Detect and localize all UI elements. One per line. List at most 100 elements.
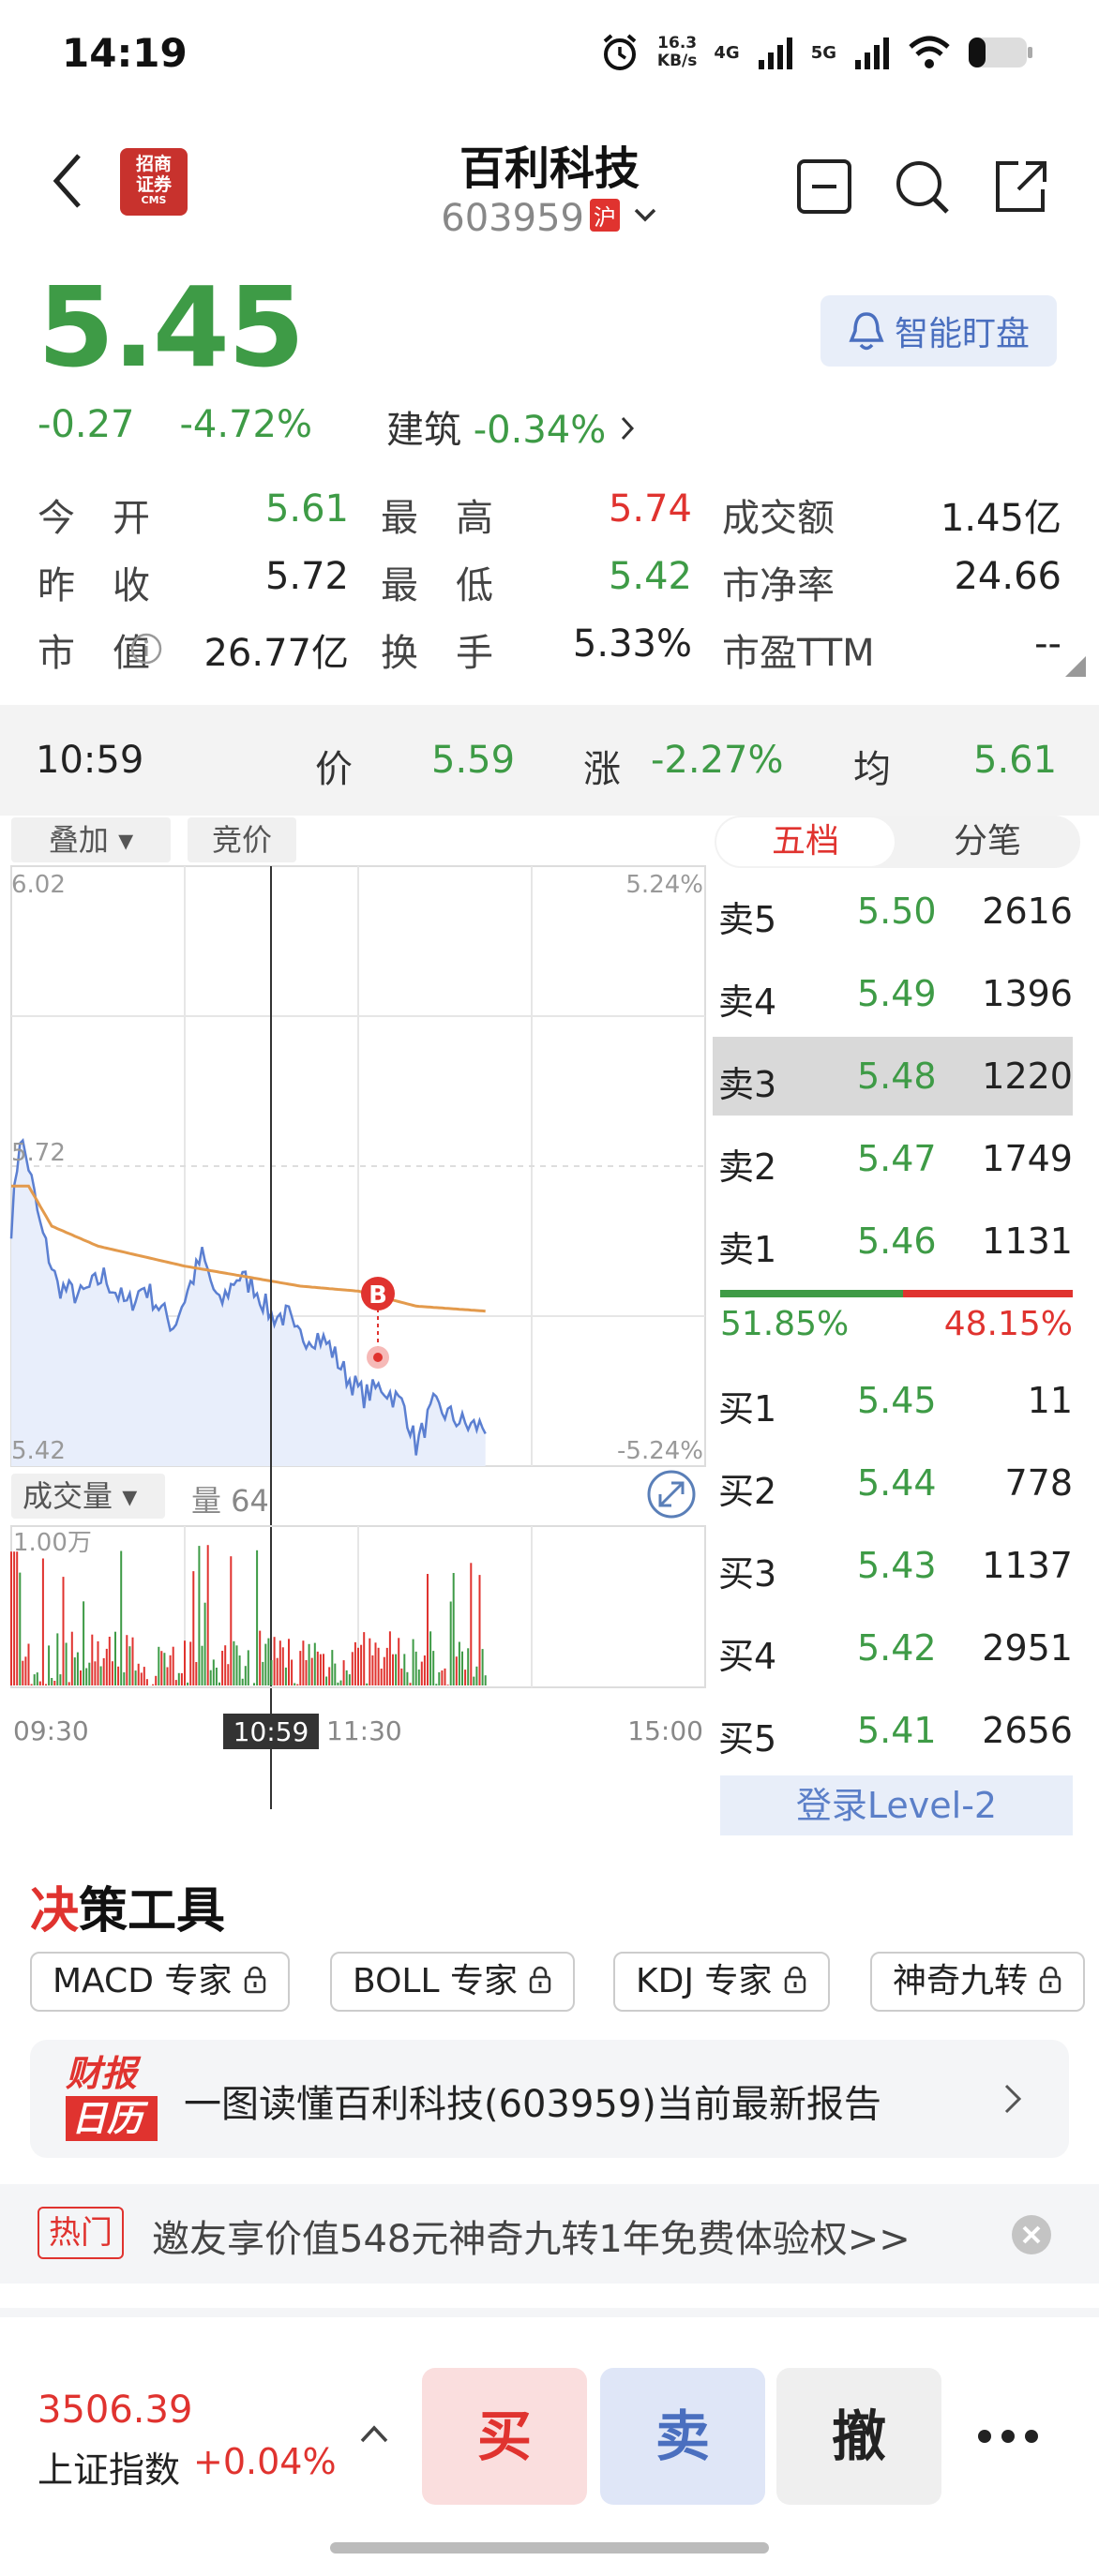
expand-corner-icon[interactable] xyxy=(1065,656,1086,677)
buy-button[interactable]: 买 xyxy=(422,2368,587,2505)
x-axis-cursor: 10:59 xyxy=(233,1716,309,1747)
stat-value: 1.45亿 xyxy=(940,497,1061,540)
ask-row[interactable]: 卖2 5.47 1749 xyxy=(713,1119,1073,1198)
ask-row[interactable]: 卖1 5.46 1131 xyxy=(713,1202,1073,1281)
bid-label: 买3 xyxy=(718,1553,777,1595)
price-line xyxy=(9,1138,487,1456)
tool-chip[interactable]: MACD 专家 xyxy=(30,1952,290,2012)
stat-value: 5.72 xyxy=(264,555,349,598)
bid-row[interactable]: 买4 5.42 2951 xyxy=(713,1609,1073,1687)
tool-chip-label: 神奇九转 xyxy=(893,1962,1029,2000)
buy-sell-ratio-bar xyxy=(720,1290,1073,1297)
stat-label: 市盈TTM xyxy=(722,632,875,675)
stat-label: 昨收 xyxy=(38,564,188,607)
overlay-button[interactable]: 叠加 ▾ xyxy=(11,817,171,862)
bid-row[interactable]: 买1 5.45 11 xyxy=(713,1361,1073,1440)
stat-label: 最高 xyxy=(381,497,531,540)
current-price: 5.45 xyxy=(38,262,305,392)
volume-readout: 量 64 xyxy=(191,1483,269,1519)
chart-canvas[interactable]: B 6.02 5.72 5.42 5.24% -5.24% 1.00万 09:3… xyxy=(0,816,713,1847)
smart-watch-button[interactable]: 智能盯盘 xyxy=(820,295,1057,367)
ask-row[interactable]: 卖3 5.48 1220 xyxy=(713,1037,1073,1116)
ask-row[interactable]: 卖4 5.49 1396 xyxy=(713,954,1073,1033)
tool-chip-label: MACD 专家 xyxy=(53,1962,233,2000)
bid-label: 买5 xyxy=(718,1718,777,1760)
back-button[interactable] xyxy=(45,148,92,214)
info-icon[interactable] xyxy=(129,632,163,666)
ask-label: 卖1 xyxy=(718,1229,777,1270)
share-icon[interactable] xyxy=(990,157,1048,216)
bid-row[interactable]: 买3 5.43 1137 xyxy=(713,1526,1073,1605)
minimize-icon[interactable] xyxy=(795,157,853,216)
y-axis-mid: 5.72 xyxy=(11,1139,66,1167)
bid-price: 5.43 xyxy=(857,1545,937,1586)
bid-row[interactable]: 买2 5.44 778 xyxy=(713,1444,1073,1522)
avg-price-line xyxy=(11,1184,486,1313)
tool-chip[interactable]: KDJ 专家 xyxy=(613,1952,830,2012)
cancel-order-button[interactable]: 撤 xyxy=(776,2368,941,2505)
stat-value: 5.33% xyxy=(572,622,692,666)
report-card[interactable]: 财报 日历 一图读懂百利科技(603959)当前最新报告 xyxy=(30,2040,1069,2158)
ask-row[interactable]: 卖5 5.50 2616 xyxy=(713,872,1073,951)
broker-logo: 招商 证券 CMS xyxy=(120,148,188,216)
sell-button[interactable]: 卖 xyxy=(600,2368,765,2505)
close-icon[interactable] xyxy=(1011,2214,1052,2255)
home-indicator[interactable] xyxy=(330,2542,769,2554)
intraday-chart[interactable]: 叠加 ▾ 竞价 B 6.02 5.72 5.42 5.24% -5.24% 1.… xyxy=(0,816,713,1847)
sector-link[interactable]: 建筑 -0.34% xyxy=(386,399,637,454)
order-book: 五档 分笔 卖5 5.50 2616 卖4 5.49 1396 卖3 5.48 1220 卖2 5.… xyxy=(713,816,1099,1856)
smart-watch-label: 智能盯盘 xyxy=(894,315,1030,353)
ask-price: 5.47 xyxy=(857,1138,937,1179)
volume-indicator-button[interactable]: 成交量 ▾ xyxy=(11,1474,165,1519)
hot-tag: 热门 xyxy=(38,2207,124,2259)
tools-title-first: 决 xyxy=(30,1883,80,1939)
x-axis-end: 15:00 xyxy=(627,1715,703,1746)
bid-row[interactable]: 买5 5.41 2656 xyxy=(713,1691,1073,1770)
wifi-icon xyxy=(909,36,950,68)
stat-label: 市值 xyxy=(38,632,188,675)
more-icon[interactable] xyxy=(975,2422,1041,2450)
tab-tick[interactable]: 分笔 xyxy=(953,822,1021,861)
crosshair-change: -2.27% xyxy=(651,739,784,782)
stat-label: 最低 xyxy=(381,564,531,607)
change-row: -0.27 -4.72% xyxy=(38,403,357,446)
tools-title-rest: 策工具 xyxy=(79,1883,226,1939)
battery-icon xyxy=(969,37,1032,67)
network-4g: 4G xyxy=(714,42,740,63)
buy-marker[interactable] xyxy=(361,1277,395,1310)
stat-label: 市净率 xyxy=(722,564,835,607)
bid-price: 5.41 xyxy=(857,1710,937,1751)
avg-label: 均 xyxy=(853,748,891,791)
level2-login-button[interactable]: 登录Level-2 xyxy=(720,1775,1073,1835)
index-name[interactable]: 上证指数 xyxy=(38,2449,181,2491)
status-icons: 16.3 KB/s 4G 5G xyxy=(599,32,1033,73)
crosshair-avg: 5.61 xyxy=(973,739,1058,782)
promo-banner[interactable]: 热门 邀友享价值548元神奇九转1年免费体验权>> xyxy=(0,2184,1099,2284)
tool-chip[interactable]: BOLL 专家 xyxy=(330,1952,576,2012)
sell-ratio: 48.15% xyxy=(943,1305,1073,1343)
stat-value: 5.61 xyxy=(264,487,349,531)
stock-code-selector[interactable]: 603959 沪 xyxy=(0,197,1099,240)
promo-text: 邀友享价值548元神奇九转1年免费体验权>> xyxy=(152,2218,911,2261)
signal-icon xyxy=(758,37,792,69)
stat-value: 26.77亿 xyxy=(203,632,349,675)
stat-value: 5.42 xyxy=(608,555,692,598)
fullscreen-icon[interactable] xyxy=(647,1470,696,1519)
stat-label: 换手 xyxy=(381,632,531,675)
index-value[interactable]: 3506.39 xyxy=(38,2389,193,2432)
search-icon[interactable] xyxy=(893,157,951,216)
tab-five-level[interactable]: 五档 xyxy=(716,817,895,866)
volume-max-label: 1.00万 xyxy=(13,1529,92,1557)
stat-value: 24.66 xyxy=(954,555,1061,598)
pct-axis-bottom: -5.24% xyxy=(617,1437,703,1465)
chevron-right-icon xyxy=(1004,2084,1022,2114)
chevron-up-icon[interactable] xyxy=(358,2422,390,2445)
bid-volume: 2951 xyxy=(982,1627,1073,1669)
tool-chip[interactable]: 神奇九转 xyxy=(870,1952,1086,2012)
y-axis-bottom: 5.42 xyxy=(11,1437,66,1465)
bell-icon xyxy=(849,312,884,351)
sector-name: 建筑 xyxy=(386,409,461,452)
section-divider xyxy=(0,2308,1099,2317)
auction-button[interactable]: 竞价 xyxy=(188,817,296,862)
status-time: 14:19 xyxy=(62,30,188,76)
